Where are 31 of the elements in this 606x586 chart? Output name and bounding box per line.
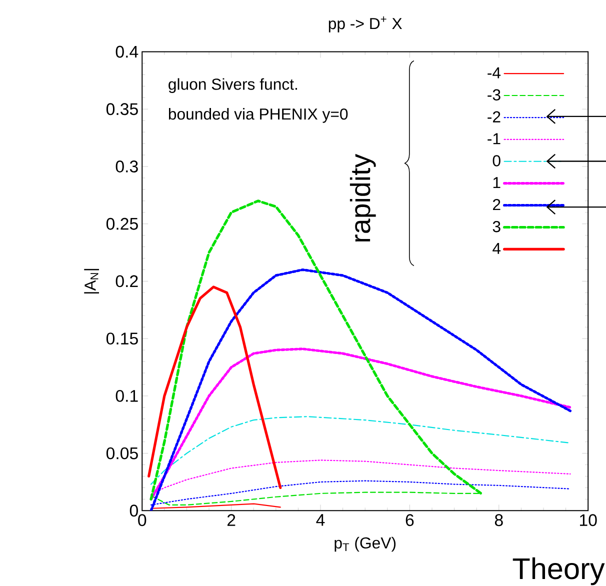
y-tick-label: 0.4 xyxy=(116,46,138,58)
legend-label: -1 xyxy=(488,133,500,144)
legend-label: 0 xyxy=(492,154,500,166)
x-tick-label: 4 xyxy=(316,514,325,526)
x-tick-label: 2 xyxy=(227,514,236,526)
x-axis-title: p$_{T}$ (GeV) xyxy=(334,536,396,552)
annotation: rapidity xyxy=(350,154,376,242)
y-tick-label: 0.15 xyxy=(106,332,138,344)
legend-label: -3 xyxy=(488,89,500,100)
y-tick-label: 0.1 xyxy=(116,390,138,402)
annotation: bounded via PHENIX y=0 xyxy=(168,108,348,123)
y-tick-label: 0.3 xyxy=(116,160,138,172)
y-axis-title: |A$_{N}$| xyxy=(84,268,99,294)
legend-label: -2 xyxy=(488,111,500,122)
x-tick-label: 10 xyxy=(580,514,597,526)
y-tick-label: 0 xyxy=(130,504,138,516)
annotation: gluon Sivers funct. xyxy=(168,78,297,93)
chart-title: pp -> D$^{+}$ X xyxy=(328,16,402,32)
y-tick-label: 0.25 xyxy=(106,218,138,230)
x-tick-label: 8 xyxy=(494,514,503,526)
y-tick-label: 0.05 xyxy=(106,447,138,460)
y-tick-label: 0.2 xyxy=(116,275,138,288)
legend-label: 1 xyxy=(493,176,500,188)
y-tick-label: 0.35 xyxy=(106,102,138,115)
text: Theory xyxy=(512,557,605,585)
legend-label: -4 xyxy=(488,67,501,78)
legend-label: 3 xyxy=(492,220,500,232)
legend-label: 4 xyxy=(492,242,501,254)
x-tick-label: 0 xyxy=(138,514,146,526)
x-tick-label: 6 xyxy=(406,514,414,526)
legend-label: 2 xyxy=(493,198,500,210)
